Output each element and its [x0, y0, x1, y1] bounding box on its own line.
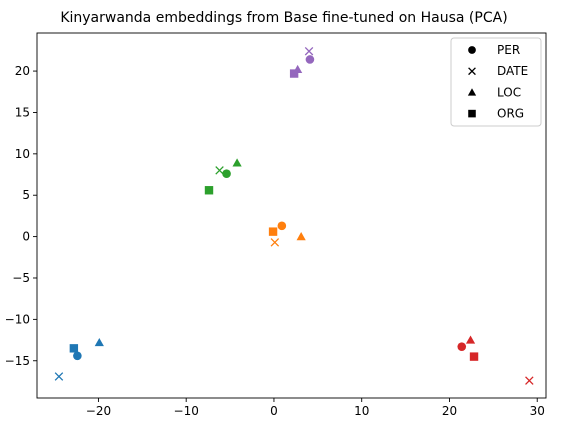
legend-marker-loc: [467, 88, 477, 96]
legend: PER DATE LOC ORG: [450, 37, 542, 127]
point-loc-group-2: [296, 232, 306, 241]
point-per-group-4: [457, 342, 467, 351]
legend-label-date: DATE: [497, 64, 528, 78]
point-org-group-1: [69, 344, 79, 353]
point-org-group-3: [204, 186, 214, 195]
y-tick-label: −10: [5, 312, 30, 326]
axes-frame: [36, 32, 547, 399]
x-tick-label: −10: [174, 404, 199, 418]
x-tick-label: 20: [442, 404, 457, 418]
x-tick-label: 30: [530, 404, 545, 418]
y-tick-label: 10: [15, 147, 30, 161]
point-date-group-2: [270, 238, 280, 247]
legend-label-loc: LOC: [497, 85, 521, 99]
point-org-group-4: [469, 352, 479, 361]
y-tick-label: −15: [5, 354, 30, 368]
y-tick-label: 0: [22, 230, 30, 244]
y-tick-label: 20: [15, 64, 30, 78]
x-tick-label: −20: [86, 404, 111, 418]
point-org-group-2: [268, 227, 278, 236]
legend-label-org: ORG: [497, 107, 524, 121]
point-loc-group-4: [465, 335, 476, 344]
axes-ticks: −20 −10 0 10 20 30 −15 −10 −5 0 5 10 15 20: [5, 64, 545, 418]
legend-marker-org: [468, 109, 476, 118]
plot-area: [54, 46, 534, 385]
x-tick-label: 0: [270, 404, 278, 418]
point-date-group-3: [215, 166, 224, 175]
point-loc-group-3: [232, 158, 242, 167]
legend-box: [450, 37, 542, 127]
legend-marker-per: [468, 46, 476, 54]
chart-title: Kinyarwanda embeddings from Base fine-tu…: [60, 10, 507, 26]
point-loc-group-1: [94, 337, 104, 347]
legend-marker-date: [468, 67, 476, 76]
point-date-group-4: [525, 376, 534, 385]
x-tick-label: 10: [354, 404, 369, 418]
point-per-group-2: [277, 221, 287, 231]
point-per-group-3: [222, 169, 231, 179]
y-tick-label: 15: [15, 105, 30, 119]
point-per-group-5: [305, 55, 315, 64]
point-date-group-1: [54, 372, 64, 381]
point-date-group-5: [304, 46, 314, 56]
y-tick-label: 5: [22, 188, 30, 202]
legend-label-per: PER: [497, 43, 520, 57]
point-per-group-1: [73, 351, 82, 361]
point-org-group-5: [289, 69, 299, 78]
y-tick-label: −5: [12, 271, 30, 285]
